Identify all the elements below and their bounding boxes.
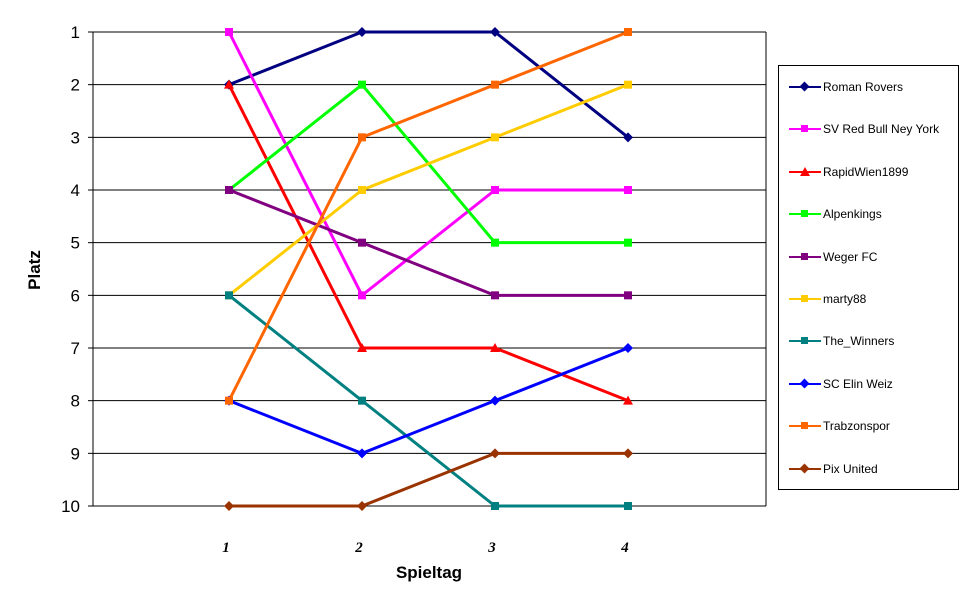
legend-swatch <box>789 420 821 432</box>
legend-item: Weger FC <box>789 249 877 265</box>
legend-label: marty88 <box>823 292 867 306</box>
legend-swatch <box>789 293 821 305</box>
x-tick-label: 4 <box>620 540 629 556</box>
data-point <box>624 291 632 300</box>
legend-label: RapidWien1899 <box>823 164 909 179</box>
data-point <box>358 186 366 194</box>
y-tick-label: 8 <box>71 392 80 411</box>
series-line <box>228 30 629 139</box>
data-point <box>624 502 632 510</box>
legend-item: Trabzonspor <box>789 418 890 434</box>
data-point <box>491 502 499 510</box>
x-tick-label: 2 <box>354 540 363 556</box>
series-lines <box>227 30 629 508</box>
legend-item: Alpenkings <box>789 206 882 222</box>
series-line <box>228 346 629 455</box>
data-point <box>491 133 499 142</box>
data-point <box>225 291 233 300</box>
legend-label: Roman Rovers <box>823 80 904 94</box>
data-point <box>358 238 366 247</box>
legend-swatch <box>789 251 821 263</box>
data-point <box>358 396 366 405</box>
legend-item: Roman Rovers <box>789 79 903 95</box>
axes <box>88 31 767 507</box>
legend-label: The_Winners <box>823 334 895 349</box>
data-point <box>623 448 633 459</box>
data-point <box>624 80 632 89</box>
legend-swatch <box>789 335 821 347</box>
y-tick-label: 9 <box>71 444 80 463</box>
x-axis-title: Spieltag <box>396 563 462 582</box>
data-point <box>490 448 500 459</box>
data-point <box>490 343 500 352</box>
data-point <box>357 448 367 459</box>
data-point <box>357 501 367 511</box>
data-point <box>491 291 499 300</box>
data-point <box>490 395 500 406</box>
legend-item: Pix United <box>789 461 878 477</box>
data-point <box>623 395 633 405</box>
series-line <box>227 30 629 402</box>
legend-item: RapidWien1899 <box>789 164 908 180</box>
series-line <box>228 294 628 508</box>
data-point <box>624 28 632 36</box>
legend-swatch <box>789 123 821 135</box>
legend-swatch <box>789 463 821 475</box>
legend-item: marty88 <box>789 291 866 307</box>
series-line <box>227 31 628 297</box>
data-point <box>225 186 233 194</box>
y-tick-label: 6 <box>71 286 80 305</box>
data-point <box>491 238 499 247</box>
data-point <box>357 343 367 352</box>
data-point <box>491 80 499 89</box>
series-line <box>228 83 629 297</box>
x-tick-label: 3 <box>487 540 496 556</box>
data-point <box>225 28 233 36</box>
legend-label: SC Elin Weiz <box>823 376 893 391</box>
data-point <box>624 186 632 194</box>
data-point <box>224 501 234 511</box>
series-markers <box>224 27 633 511</box>
y-tick-label: 7 <box>71 339 80 358</box>
y-tick-label: 2 <box>71 76 80 95</box>
data-point <box>358 291 366 300</box>
data-point <box>491 186 499 194</box>
y-tick-label: 5 <box>71 234 80 253</box>
legend-swatch <box>789 208 821 220</box>
series-line <box>229 451 628 508</box>
legend-label: SV Red Bull Ney York <box>823 122 940 137</box>
data-point <box>358 80 366 89</box>
y-tick-label: 4 <box>71 181 80 200</box>
data-point <box>490 27 500 37</box>
legend-label: Pix United <box>823 461 878 476</box>
legend-swatch <box>789 166 821 178</box>
y-tick-label: 1 <box>71 23 80 42</box>
data-point <box>225 396 233 405</box>
data-point <box>624 238 632 247</box>
legend-swatch <box>789 81 821 93</box>
legend: Roman Rovers SV Red Bull Ney York RapidWie… <box>778 65 959 490</box>
y-tick-label: 10 <box>61 497 80 516</box>
x-tick-label: 1 <box>222 540 230 556</box>
data-point <box>358 133 366 142</box>
y-axis-title: Platz <box>25 250 44 290</box>
data-point <box>224 79 234 89</box>
series-line <box>228 188 628 297</box>
legend-item: SC Elin Weiz <box>789 376 893 392</box>
data-point <box>623 343 633 353</box>
legend-swatch <box>789 378 821 390</box>
legend-item: The_Winners <box>789 333 894 349</box>
legend-label: Alpenkings <box>823 207 882 222</box>
data-point <box>357 27 367 37</box>
legend-item: SV Red Bull Ney York <box>789 121 939 137</box>
legend-label: Trabzonspor <box>823 419 890 434</box>
legend-label: Weger FC <box>823 249 878 264</box>
data-point <box>623 132 633 143</box>
y-tick-labels: 1 2 3 4 5 6 7 8 9 10 <box>61 23 80 516</box>
y-tick-label: 3 <box>71 128 80 147</box>
x-tick-labels: 1 2 3 4 <box>222 540 629 556</box>
